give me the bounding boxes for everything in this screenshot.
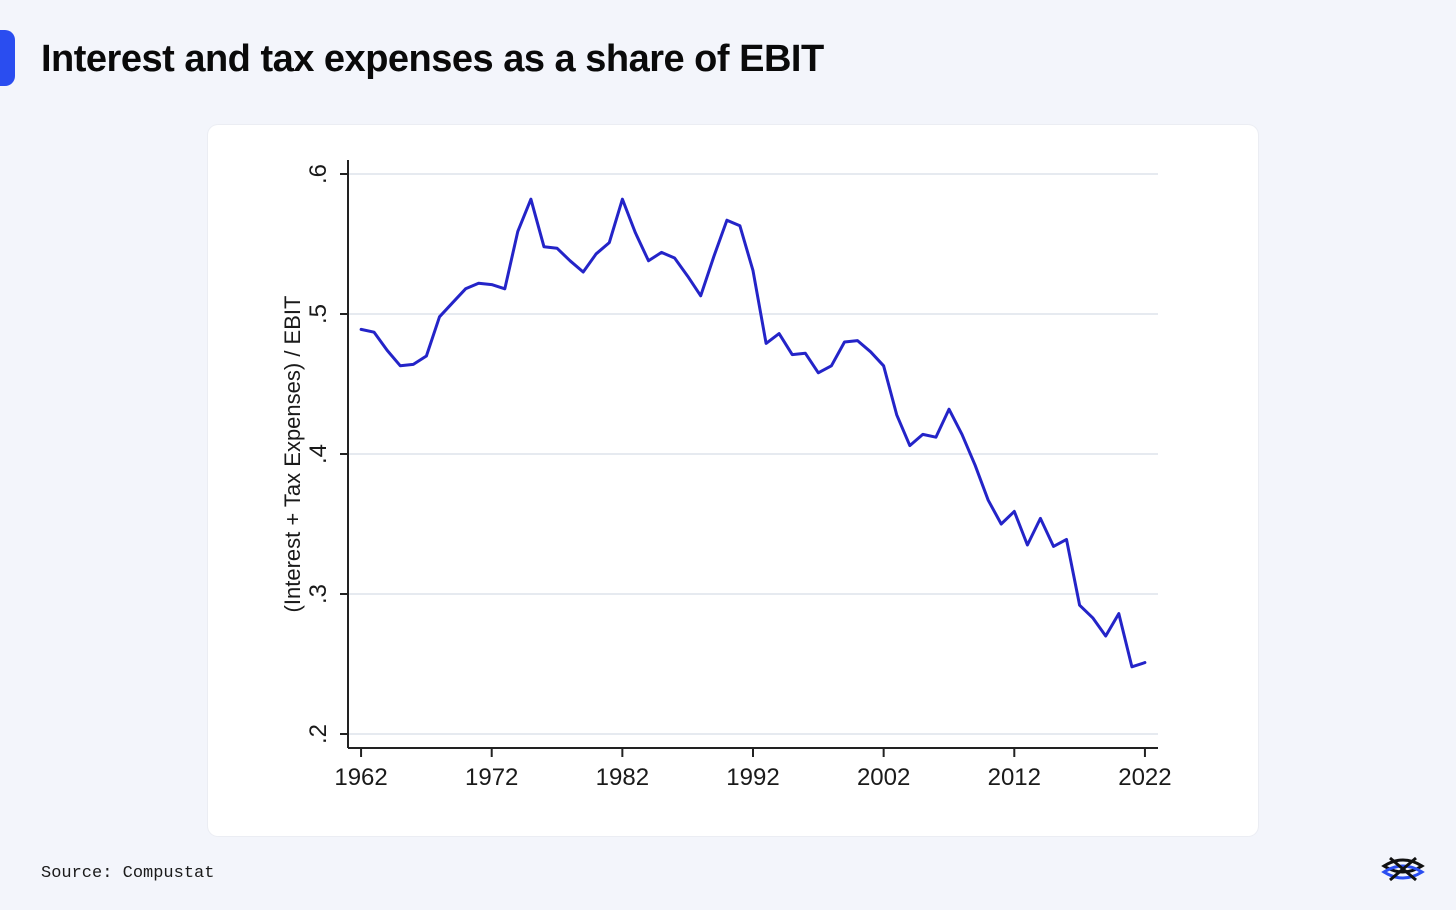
x-tick-label: 2002 bbox=[857, 764, 910, 791]
y-axis-title: (Interest + Tax Expenses) / EBIT bbox=[280, 296, 305, 613]
tick-labels: .2 .3 .4 .5 .6 1962 1972 1982 1992 2002 2012 2022 (I… bbox=[280, 164, 1172, 791]
grid-lines bbox=[348, 173, 1158, 735]
y-tick-label: .2 bbox=[305, 724, 332, 744]
x-tick-label: 1982 bbox=[596, 764, 649, 791]
x-tick-label: 1992 bbox=[726, 764, 779, 791]
line-chart: .2 .3 .4 .5 .6 1962 1972 1982 1992 2002 2012 2022 (I… bbox=[280, 160, 1172, 791]
series-layer bbox=[359, 197, 1147, 669]
axes bbox=[340, 160, 1158, 757]
accent-tab bbox=[0, 30, 15, 86]
x-tick-label: 2012 bbox=[988, 764, 1041, 791]
y-tick-label: .5 bbox=[305, 304, 332, 324]
source-note: Source: Compustat bbox=[41, 864, 215, 883]
y-tick-label: .3 bbox=[305, 584, 332, 604]
chart-card: .2 .3 .4 .5 .6 1962 1972 1982 1992 2002 2012 2022 (I… bbox=[208, 125, 1258, 836]
x-tick-label: 1972 bbox=[465, 764, 518, 791]
page-title: Interest and tax expenses as a share of … bbox=[41, 38, 824, 80]
x-tick-label: 1962 bbox=[334, 764, 387, 791]
interlocked-rings-logo-icon bbox=[1381, 856, 1425, 882]
x-tick-label: 2022 bbox=[1118, 764, 1171, 791]
series-line-0 bbox=[359, 197, 1147, 669]
y-tick-label: .4 bbox=[305, 444, 332, 464]
y-tick-label: .6 bbox=[305, 164, 332, 184]
